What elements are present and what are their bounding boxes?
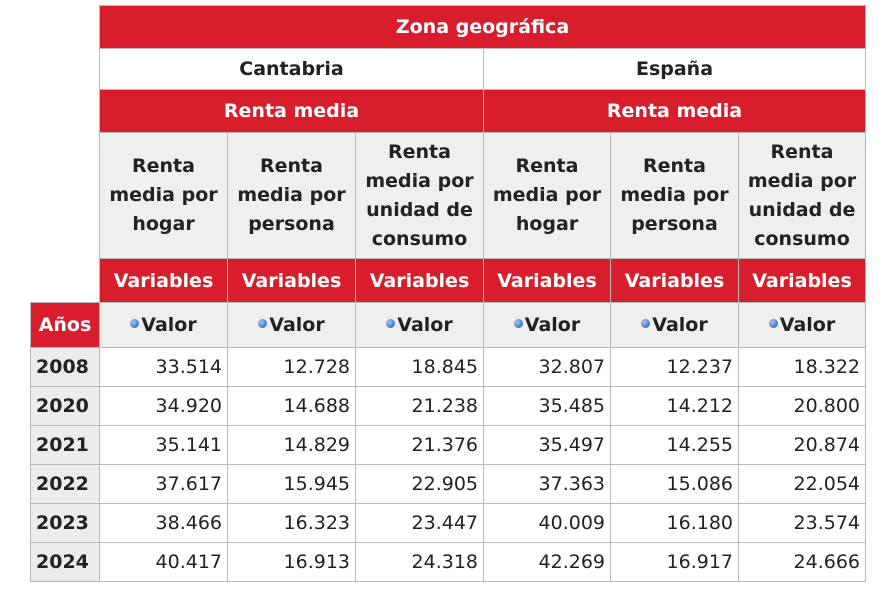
- region-espana: España: [483, 48, 866, 90]
- valor-header: Valor: [483, 302, 611, 348]
- years-header: Años: [30, 302, 100, 348]
- table-row: 2024 40.417 16.913 24.318 42.269 16.917 …: [30, 542, 866, 582]
- variables-label: Variables: [355, 258, 484, 303]
- value-cell: 16.917: [610, 542, 739, 582]
- variables-label: Variables: [610, 258, 739, 303]
- year-cell: 2023: [30, 503, 100, 543]
- corner-blank: [30, 5, 100, 49]
- value-cell: 14.255: [610, 425, 739, 465]
- value-cell: 32.807: [483, 347, 611, 387]
- zone-header-row: Zona geográfica: [30, 5, 866, 49]
- value-cell: 24.318: [355, 542, 484, 582]
- blue-dot-icon: [513, 319, 523, 328]
- value-cell: 24.666: [738, 542, 866, 582]
- value-cell: 22.905: [355, 464, 484, 504]
- value-cell: 37.617: [99, 464, 228, 504]
- year-cell: 2022: [30, 464, 100, 504]
- value-cell: 12.728: [227, 347, 356, 387]
- value-cell: 14.688: [227, 386, 356, 426]
- value-cell: 40.417: [99, 542, 228, 582]
- value-cell: 33.514: [99, 347, 228, 387]
- measure-hogar-cantabria: Renta media por hogar: [99, 132, 228, 259]
- value-cell: 20.874: [738, 425, 866, 465]
- variables-label: Variables: [738, 258, 866, 303]
- value-cell: 21.238: [355, 386, 484, 426]
- value-cell: 22.054: [738, 464, 866, 504]
- table-row: 2020 34.920 14.688 21.238 35.485 14.212 …: [30, 386, 866, 426]
- renta-table: Zona geográfica Cantabria España Renta m…: [30, 5, 866, 582]
- value-cell: 16.180: [610, 503, 739, 543]
- table-row: 2008 33.514 12.728 18.845 32.807 12.237 …: [30, 347, 866, 387]
- value-cell: 37.363: [483, 464, 611, 504]
- year-cell: 2021: [30, 425, 100, 465]
- measure-unidad-cantabria: Renta media por unidad de consumo: [355, 132, 484, 259]
- value-cell: 35.485: [483, 386, 611, 426]
- region-cantabria: Cantabria: [99, 48, 484, 90]
- valor-header: Valor: [610, 302, 739, 348]
- valor-header: Valor: [227, 302, 356, 348]
- zone-header: Zona geográfica: [99, 5, 866, 49]
- valor-header: Valor: [355, 302, 484, 348]
- value-cell: 14.212: [610, 386, 739, 426]
- valor-label: Valor: [524, 314, 581, 336]
- valor-row: Años Valor Valor Valor Valor Valor Valor: [30, 302, 866, 348]
- value-cell: 16.323: [227, 503, 356, 543]
- table-row: 2021 35.141 14.829 21.376 35.497 14.255 …: [30, 425, 866, 465]
- measures-row: Renta media por hogar Renta media por pe…: [30, 132, 866, 259]
- value-cell: 35.497: [483, 425, 611, 465]
- valor-label: Valor: [779, 314, 836, 336]
- value-cell: 12.237: [610, 347, 739, 387]
- group-header-row: Renta media Renta media: [30, 89, 866, 133]
- corner-blank: [30, 258, 100, 303]
- regions-row: Cantabria España: [30, 48, 866, 90]
- variables-row: Variables Variables Variables Variables …: [30, 258, 866, 303]
- value-cell: 21.376: [355, 425, 484, 465]
- valor-header: Valor: [738, 302, 866, 348]
- value-cell: 34.920: [99, 386, 228, 426]
- blue-dot-icon: [641, 319, 651, 328]
- blue-dot-icon: [130, 319, 140, 328]
- valor-label: Valor: [269, 314, 325, 336]
- value-cell: 16.913: [227, 542, 356, 582]
- measure-hogar-espana: Renta media por hogar: [483, 132, 611, 259]
- valor-label: Valor: [397, 314, 453, 336]
- value-cell: 38.466: [99, 503, 228, 543]
- group-header-espana: Renta media: [483, 89, 866, 133]
- value-cell: 18.322: [738, 347, 866, 387]
- year-cell: 2020: [30, 386, 100, 426]
- blue-dot-icon: [768, 319, 778, 328]
- measure-persona-espana: Renta media por persona: [610, 132, 739, 259]
- year-cell: 2024: [30, 542, 100, 582]
- table-body: Zona geográfica Cantabria España Renta m…: [30, 5, 866, 582]
- value-cell: 15.086: [610, 464, 739, 504]
- valor-header: Valor: [99, 302, 228, 348]
- blue-dot-icon: [386, 319, 396, 328]
- group-header-cantabria: Renta media: [99, 89, 484, 133]
- measure-unidad-espana: Renta media por unidad de consumo: [738, 132, 866, 259]
- valor-label: Valor: [141, 314, 197, 336]
- corner-blank: [30, 89, 100, 133]
- value-cell: 42.269: [483, 542, 611, 582]
- data-table-container: Zona geográfica Cantabria España Renta m…: [30, 5, 866, 582]
- variables-label: Variables: [227, 258, 356, 303]
- table-row: 2022 37.617 15.945 22.905 37.363 15.086 …: [30, 464, 866, 504]
- value-cell: 14.829: [227, 425, 356, 465]
- value-cell: 35.141: [99, 425, 228, 465]
- value-cell: 23.447: [355, 503, 484, 543]
- corner-blank: [30, 132, 100, 259]
- value-cell: 23.574: [738, 503, 866, 543]
- variables-label: Variables: [483, 258, 611, 303]
- value-cell: 40.009: [483, 503, 611, 543]
- measure-persona-cantabria: Renta media por persona: [227, 132, 356, 259]
- table-row: 2023 38.466 16.323 23.447 40.009 16.180 …: [30, 503, 866, 543]
- valor-label: Valor: [652, 314, 708, 336]
- value-cell: 15.945: [227, 464, 356, 504]
- blue-dot-icon: [258, 319, 268, 328]
- corner-blank: [30, 48, 100, 90]
- variables-label: Variables: [99, 258, 228, 303]
- value-cell: 20.800: [738, 386, 866, 426]
- value-cell: 18.845: [355, 347, 484, 387]
- year-cell: 2008: [30, 347, 100, 387]
